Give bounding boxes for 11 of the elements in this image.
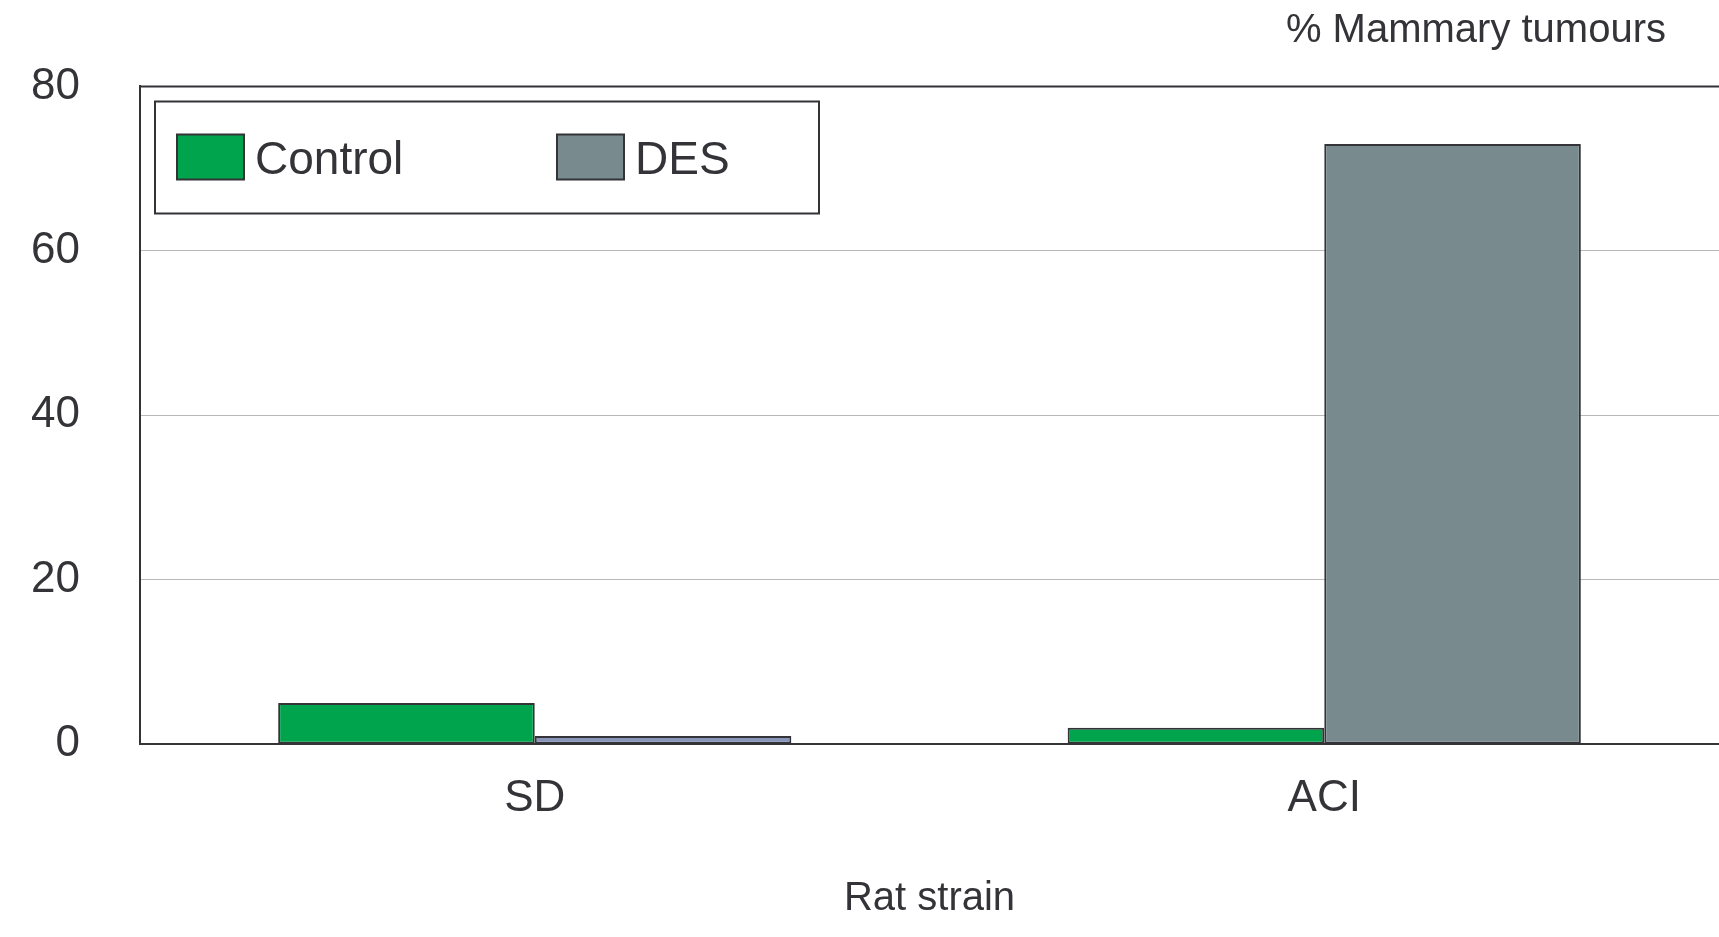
- x-tick-label: SD: [504, 770, 566, 820]
- y-tick-label: 40: [31, 387, 80, 437]
- legend-label: Control: [255, 132, 404, 185]
- y-tick-label: 0: [55, 716, 80, 766]
- y-tick-label: 60: [31, 222, 80, 272]
- legend-label: DES: [635, 132, 730, 185]
- y-axis-title: % Mammary tumours: [1285, 6, 1666, 50]
- x-tick-label: ACI: [1287, 770, 1361, 820]
- y-tick-label: 20: [31, 551, 80, 601]
- y-tick-label: 80: [31, 58, 80, 108]
- x-axis-title: Rat strain: [843, 874, 1016, 919]
